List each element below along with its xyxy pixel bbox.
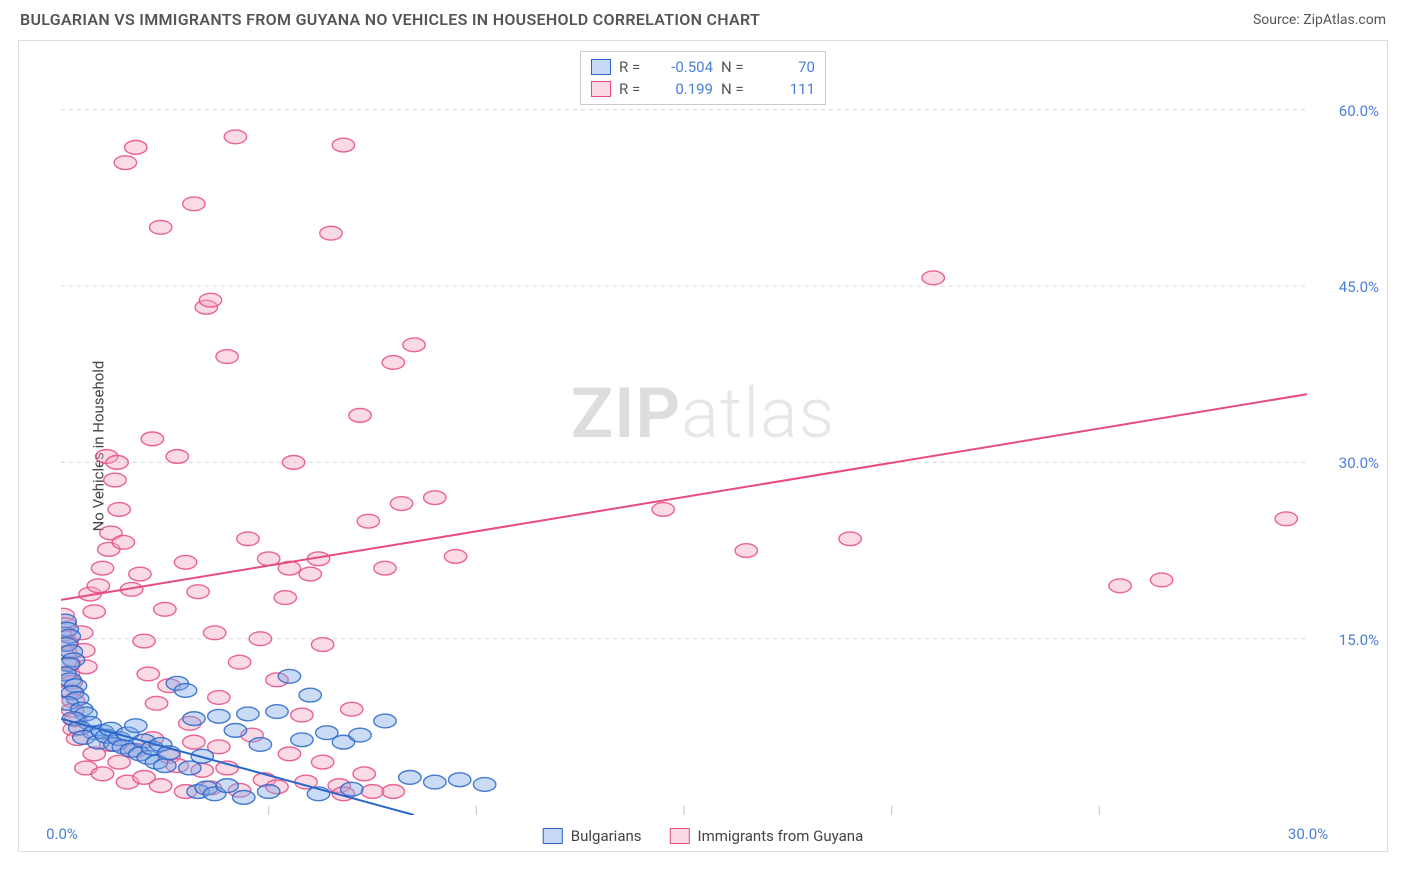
legend-correlation: R = -0.504 N = 70 R = 0.199 N = 111 (580, 51, 826, 105)
legend-swatch-guyana (591, 81, 611, 97)
source-label: Source: ZipAtlas.com (1253, 12, 1386, 28)
legend-swatch-bulgarians (543, 828, 563, 844)
chart-title: BULGARIAN VS IMMIGRANTS FROM GUYANA NO V… (20, 10, 760, 29)
y-tick-label: 15.0% (1339, 631, 1379, 649)
r-value: 0.199 (659, 78, 713, 100)
y-tick-label: 45.0% (1339, 278, 1379, 296)
scatter-svg (61, 51, 1307, 815)
n-value: 111 (761, 78, 815, 100)
legend-row: R = 0.199 N = 111 (591, 78, 815, 100)
legend-item-guyana: Immigrants from Guyana (670, 827, 864, 845)
legend-series: Bulgarians Immigrants from Guyana (543, 827, 863, 845)
chart-container: No Vehicles in Household R = -0.504 N = … (18, 40, 1388, 852)
legend-item-bulgarians: Bulgarians (543, 827, 642, 845)
x-tick-label: 30.0% (1288, 825, 1328, 843)
n-label: N = (721, 78, 753, 100)
legend-swatch-bulgarians (591, 59, 611, 75)
legend-row: R = -0.504 N = 70 (591, 56, 815, 78)
legend-label: Bulgarians (571, 827, 642, 845)
n-label: N = (721, 56, 753, 78)
r-value: -0.504 (659, 56, 713, 78)
n-value: 70 (761, 56, 815, 78)
legend-swatch-guyana (670, 828, 690, 844)
legend-label: Immigrants from Guyana (698, 827, 864, 845)
y-tick-label: 60.0% (1339, 102, 1379, 120)
header-bar: BULGARIAN VS IMMIGRANTS FROM GUYANA NO V… (0, 0, 1406, 37)
plot-area (61, 51, 1307, 815)
r-label: R = (619, 78, 651, 100)
y-tick-label: 30.0% (1339, 454, 1379, 472)
x-tick-label: 0.0% (46, 825, 78, 843)
r-label: R = (619, 56, 651, 78)
